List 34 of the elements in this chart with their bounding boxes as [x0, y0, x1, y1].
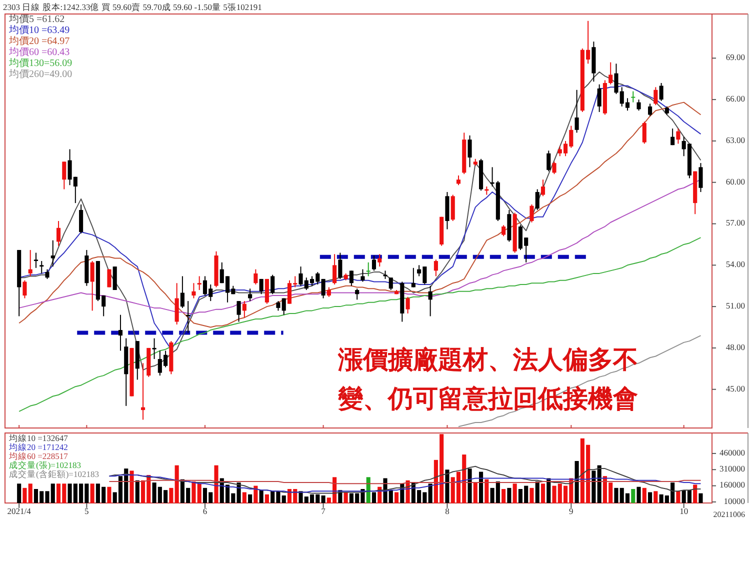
x-tick-label: 5 [84, 506, 89, 516]
y-tick-label: 66.00 [726, 94, 745, 104]
annotation: 漲價擴廠題材、法人偏多不變、仍可留意拉回低接機會 [337, 345, 638, 413]
annotation: 成交量(含鉅額)=102183 [9, 469, 99, 479]
text: 20211006 [713, 510, 745, 519]
y-tick-label: 160000 [720, 480, 745, 490]
y-tick-label: 460000 [720, 447, 745, 458]
y-tick-label: 45.00 [726, 383, 745, 394]
y-tick-label: 48.00 [726, 342, 745, 352]
text: 均價20 =64.97 [8, 35, 70, 47]
y-tick-label: 57.00 [726, 218, 745, 228]
y-tick-label: 60.00 [726, 176, 745, 186]
y-tick-label: 69.00 [726, 52, 745, 62]
y-tick-label: 310000 [720, 464, 745, 474]
text: 均價60 =60.43 [8, 46, 70, 58]
text: 均價5 =61.62 [8, 13, 65, 25]
y-tick-label: 63.00 [726, 134, 745, 145]
text: 均線20 =171242 [8, 442, 68, 452]
x-tick-label: 7 [321, 506, 326, 516]
text: 均價260=49.00 [8, 68, 72, 80]
text: 均價130=56.09 [8, 57, 72, 69]
chart-subtitle: 2303 日線 股本:1242.33億 買 59.60賣 59.70成 59.60 -1.50量 5張102191 [3, 2, 262, 12]
text: 均線60 =228517 [8, 451, 68, 461]
x-tick-label: 2021/4 [7, 506, 32, 516]
y-tick-label: 54.00 [726, 259, 745, 270]
x-tick-label: 9 [569, 506, 574, 516]
x-tick-label: 6 [202, 506, 208, 516]
text: 均線10 =132647 [8, 433, 68, 443]
x-tick-label: 8 [445, 506, 450, 516]
x-tick-label: 10 [680, 506, 688, 516]
text: 均價10 =63.49 [8, 24, 70, 36]
y-tick-label: 10000 [724, 496, 745, 506]
y-tick-label: 51.00 [726, 300, 745, 311]
series-label: 成交量(張)=102183 [9, 460, 81, 470]
